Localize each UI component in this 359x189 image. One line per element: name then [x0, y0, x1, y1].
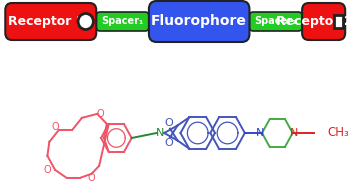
FancyBboxPatch shape — [334, 15, 343, 28]
FancyBboxPatch shape — [302, 3, 345, 40]
Text: CH₃: CH₃ — [327, 126, 349, 139]
Text: O: O — [165, 138, 173, 148]
Text: Receptor 2: Receptor 2 — [276, 15, 353, 28]
FancyBboxPatch shape — [96, 12, 149, 31]
Text: Spacer₂: Spacer₂ — [255, 16, 297, 26]
Text: O: O — [43, 165, 51, 175]
Text: Receptor 1: Receptor 1 — [8, 15, 85, 28]
Text: N: N — [289, 128, 298, 138]
Text: O: O — [51, 122, 59, 132]
Text: O: O — [88, 173, 95, 183]
Text: N: N — [156, 128, 164, 138]
FancyBboxPatch shape — [149, 1, 250, 42]
Text: N: N — [256, 128, 264, 138]
FancyBboxPatch shape — [5, 3, 96, 40]
Text: Fluorophore: Fluorophore — [151, 15, 247, 29]
Text: O: O — [96, 109, 104, 119]
Text: Spacer₁: Spacer₁ — [102, 16, 144, 26]
Circle shape — [78, 13, 93, 29]
Text: O: O — [165, 118, 173, 128]
FancyBboxPatch shape — [250, 12, 302, 31]
